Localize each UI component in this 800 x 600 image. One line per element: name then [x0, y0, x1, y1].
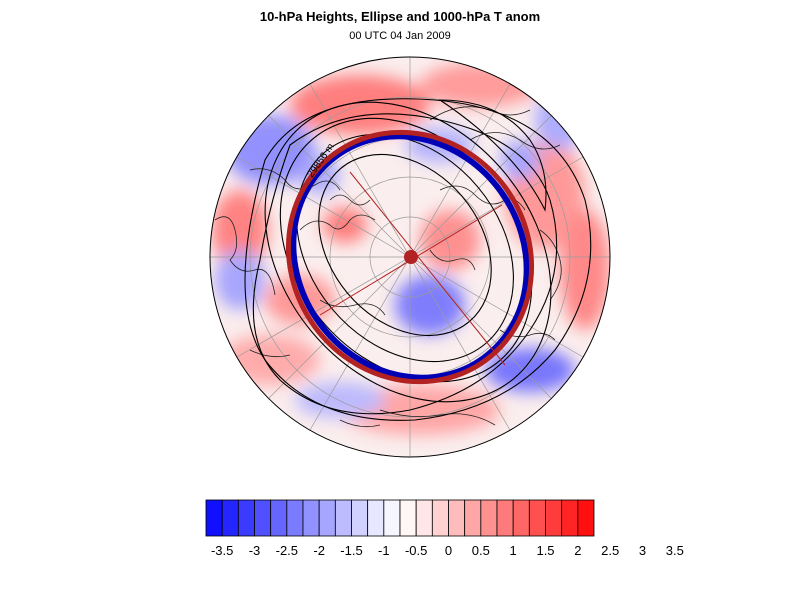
- colorbar-tick-label: -3.5: [210, 543, 234, 558]
- colorbar-swatch: [383, 499, 401, 537]
- colorbar-swatch: [270, 499, 288, 537]
- colorbar-swatch: [561, 499, 579, 537]
- colorbar-swatch: [415, 499, 433, 537]
- colorbar-swatch: [237, 499, 255, 537]
- vortex-ellipse: [285, 129, 535, 385]
- colorbar-swatch: [545, 499, 563, 537]
- chart-title: 10-hPa Heights, Ellipse and 1000-hPa T a…: [259, 9, 541, 24]
- colorbar-tick-label: -2.5: [275, 543, 299, 558]
- colorbar-swatch: [464, 499, 482, 537]
- colorbar-tick-label: 2.5: [601, 543, 620, 558]
- colorbar-tick-label: -3: [248, 543, 261, 558]
- colorbar-swatch: [367, 499, 385, 537]
- colorbar-tick-label: 2: [574, 543, 582, 558]
- colorbar-swatch: [318, 499, 336, 537]
- colorbar-swatch: [512, 499, 530, 537]
- colorbar-swatch: [399, 499, 417, 537]
- colorbar-swatch: [221, 499, 239, 537]
- colorbar: [205, 499, 595, 537]
- colorbar-tick-label: -1: [378, 543, 390, 558]
- colorbar-tick-label: 1: [509, 543, 517, 558]
- colorbar-tick-label: 1.5: [536, 543, 555, 558]
- colorbar-tick-label: 0.5: [471, 543, 490, 558]
- colorbar-tick-label: 3.5: [665, 543, 684, 558]
- chart-subtitle: 00 UTC 04 Jan 2009: [349, 30, 451, 42]
- colorbar-tick-label: -1.5: [340, 543, 363, 558]
- colorbar-swatch: [205, 499, 223, 537]
- colorbar-swatch: [431, 499, 449, 537]
- height-contours: [244, 98, 592, 421]
- ellipse-center-marker: [404, 250, 418, 264]
- colorbar-swatch: [577, 499, 595, 537]
- temperature-anomaly-field: 29856 m: [210, 57, 610, 457]
- colorbar-swatch: [254, 499, 272, 537]
- globe-outline: [209, 56, 611, 458]
- colorbar-tick-label: -0.5: [404, 543, 428, 558]
- colorbar-tick-label: -2: [313, 543, 325, 558]
- polar-map: 29856 m: [209, 56, 611, 458]
- colorbar-swatch: [334, 499, 352, 537]
- colorbar-swatch: [528, 499, 546, 537]
- colorbar-swatch: [286, 499, 304, 537]
- colorbar-swatch: [496, 499, 514, 537]
- colorbar-swatch: [302, 499, 320, 537]
- colorbar-swatch: [480, 499, 498, 537]
- colorbar-tick-label: 3: [638, 543, 647, 558]
- colorbar-tick-label: 0: [444, 543, 453, 558]
- colorbar-swatch: [448, 499, 466, 537]
- colorbar-swatch: [351, 499, 369, 537]
